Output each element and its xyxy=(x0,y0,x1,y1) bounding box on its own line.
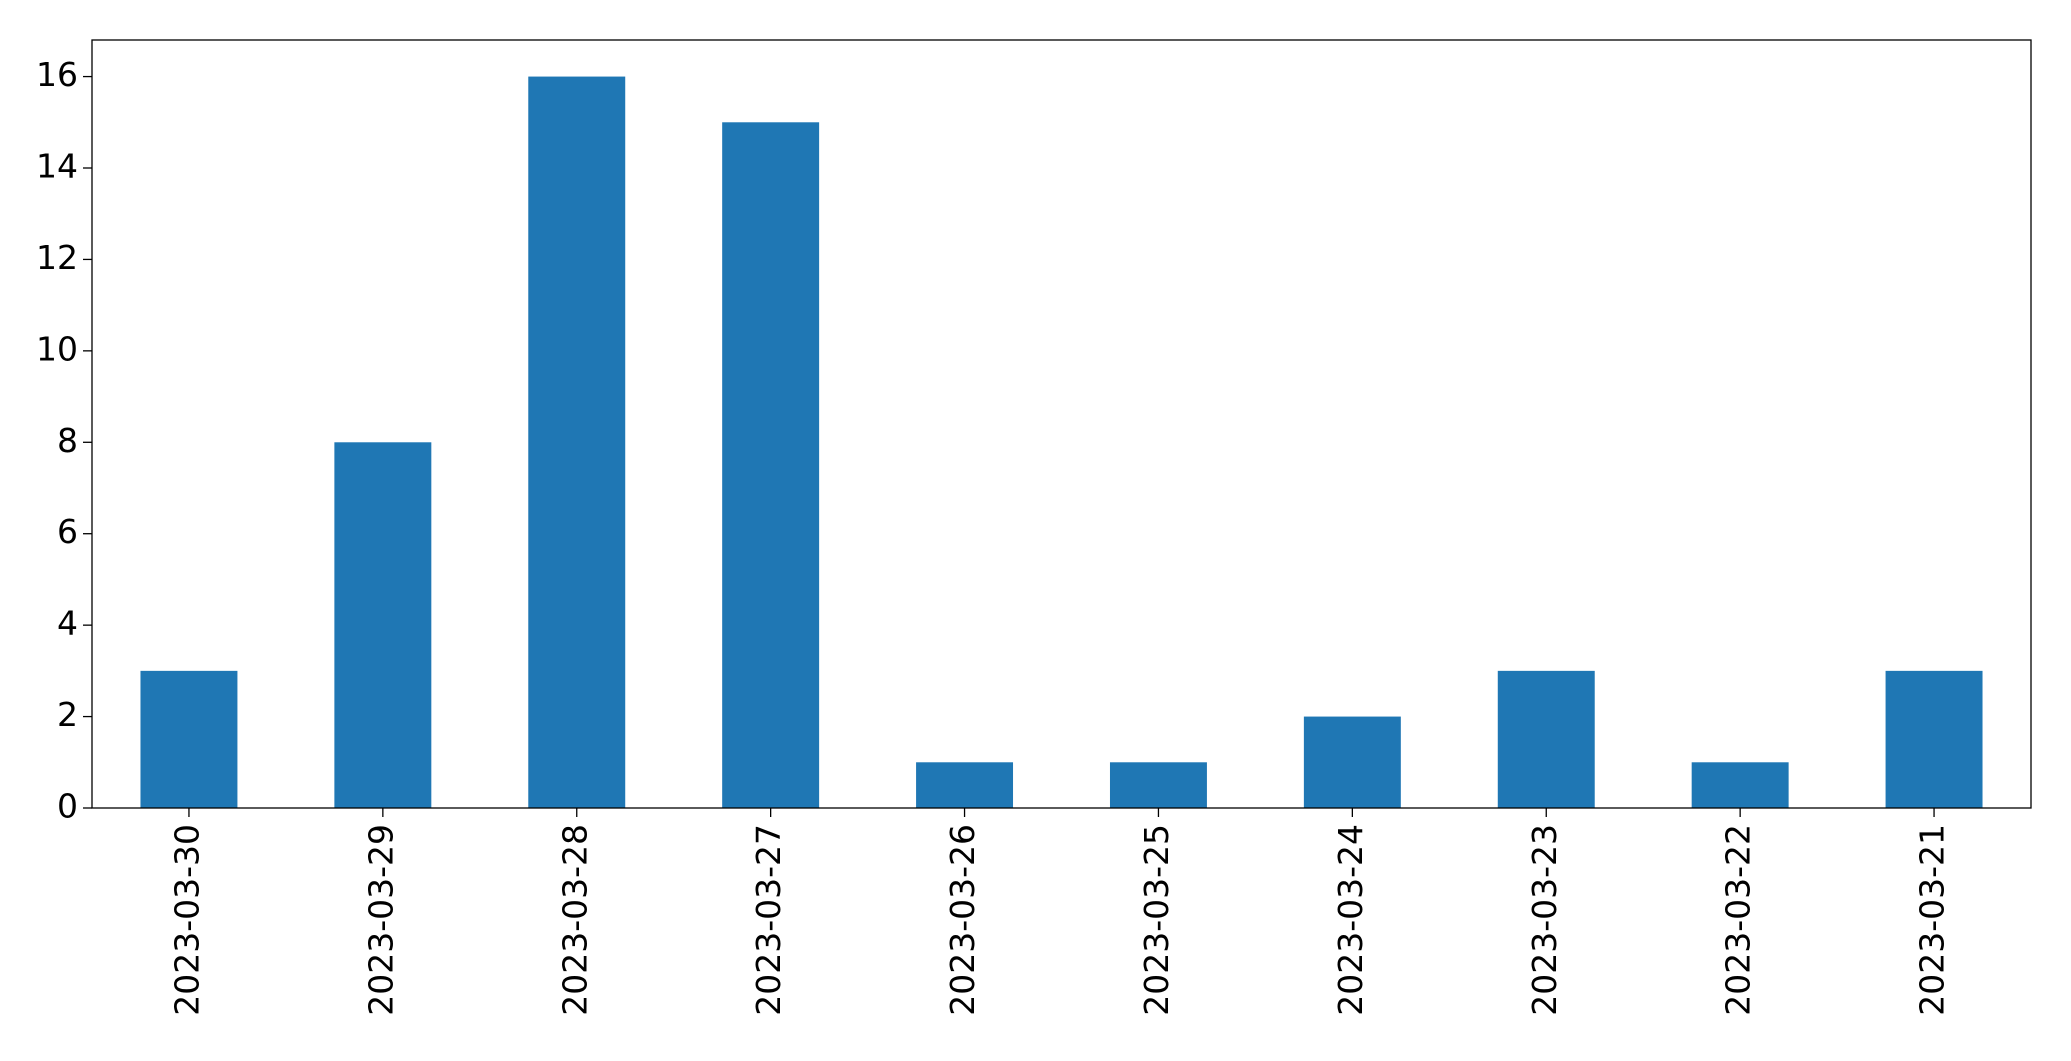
y-tick-label: 4 xyxy=(57,604,78,643)
bar xyxy=(916,762,1014,808)
x-tick-label: 2023-03-23 xyxy=(1525,824,1564,1016)
bar xyxy=(140,670,238,808)
y-tick-label: 14 xyxy=(36,147,78,186)
y-tick-label: 6 xyxy=(57,512,78,551)
plot-frame xyxy=(91,39,2032,809)
bar xyxy=(528,76,626,809)
x-tick-label: 2023-03-25 xyxy=(1137,824,1176,1016)
bar xyxy=(1303,716,1401,808)
x-tick-label: 2023-03-21 xyxy=(1913,824,1952,1016)
bar xyxy=(334,442,432,808)
x-tick-label: 2023-03-29 xyxy=(361,824,400,1016)
bar xyxy=(1497,670,1595,808)
bar xyxy=(1691,762,1789,808)
y-tick-label: 8 xyxy=(57,421,78,460)
x-tick-label: 2023-03-26 xyxy=(943,824,982,1016)
y-tick-label: 0 xyxy=(57,787,78,826)
y-tick-label: 2 xyxy=(57,695,78,734)
bar xyxy=(722,122,820,809)
x-tick-label: 2023-03-28 xyxy=(555,824,594,1016)
bar xyxy=(1885,670,1983,808)
bar xyxy=(1109,762,1207,808)
y-tick-label: 12 xyxy=(36,238,78,277)
y-tick-label: 10 xyxy=(36,329,78,368)
x-tick-label: 2023-03-24 xyxy=(1331,824,1370,1016)
x-tick-label: 2023-03-30 xyxy=(167,824,206,1016)
x-tick-label: 2023-03-27 xyxy=(749,824,788,1016)
y-tick-label: 16 xyxy=(36,55,78,94)
x-tick-label: 2023-03-22 xyxy=(1719,824,1758,1016)
